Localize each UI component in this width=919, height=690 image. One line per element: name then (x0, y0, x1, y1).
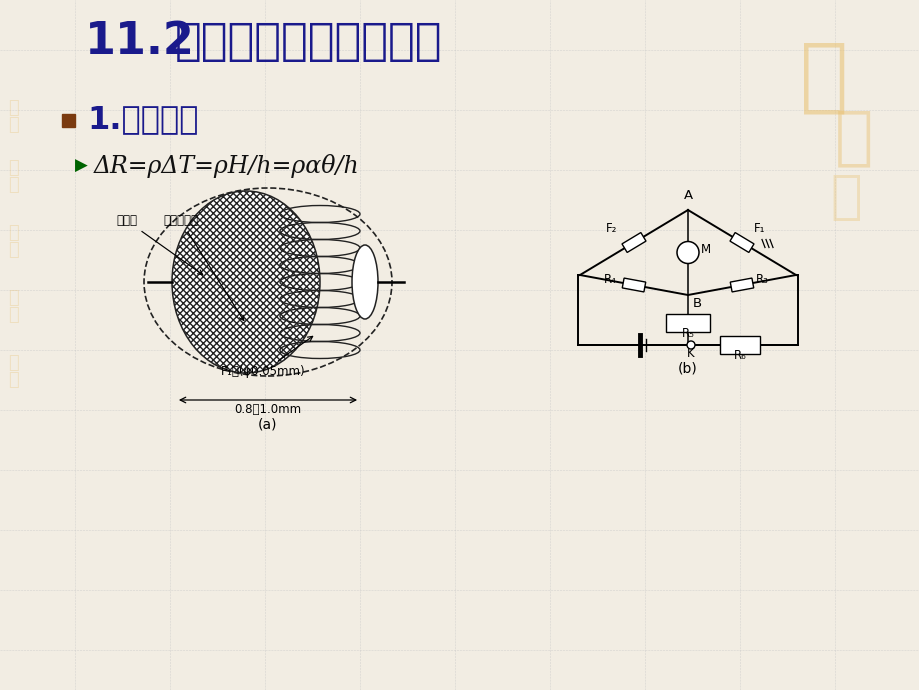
Text: B: B (692, 297, 701, 310)
Text: F₁: F₁ (754, 222, 765, 235)
Text: 11.2: 11.2 (85, 21, 195, 63)
Ellipse shape (676, 241, 698, 264)
Text: P₁丝(φ0.05mm): P₁丝(φ0.05mm) (221, 336, 312, 378)
Text: R₃: R₃ (754, 273, 767, 286)
Text: 青
稞: 青 稞 (8, 289, 18, 324)
Ellipse shape (172, 191, 320, 373)
Text: 催化物: 催化物 (116, 214, 202, 275)
Bar (62, 114, 75, 127)
Text: 0.8～1.0mm: 0.8～1.0mm (234, 403, 301, 416)
Text: M: M (700, 243, 710, 256)
Text: 氧化铝载体: 氧化铝载体 (163, 214, 244, 321)
Text: 接触燃烧式气敏传感器: 接触燃烧式气敏传感器 (175, 21, 442, 63)
Text: ΔR=ρΔT=ρH/h=ραθ/h: ΔR=ρΔT=ρH/h=ραθ/h (94, 154, 359, 178)
Text: 青
稞: 青 稞 (8, 224, 18, 259)
Text: F₂: F₂ (606, 222, 617, 235)
FancyBboxPatch shape (621, 278, 645, 292)
Text: R₅: R₅ (681, 327, 694, 340)
Text: K: K (686, 347, 694, 360)
Text: ▶: ▶ (75, 157, 87, 175)
Text: R₆: R₆ (732, 349, 745, 362)
Text: 1.结构原理: 1.结构原理 (87, 104, 199, 135)
Ellipse shape (352, 245, 378, 319)
Text: (a): (a) (258, 418, 278, 432)
Text: 青
稞: 青 稞 (8, 159, 18, 194)
Text: 青
稞: 青 稞 (8, 355, 18, 389)
Text: 稞: 稞 (834, 106, 872, 168)
Text: 青: 青 (800, 39, 847, 117)
Text: A: A (683, 189, 692, 202)
FancyBboxPatch shape (621, 233, 645, 253)
Text: 燔: 燔 (829, 171, 861, 223)
Ellipse shape (686, 341, 694, 349)
FancyBboxPatch shape (729, 233, 754, 253)
FancyBboxPatch shape (665, 314, 709, 332)
FancyBboxPatch shape (720, 336, 759, 354)
Text: (b): (b) (677, 362, 698, 376)
Text: 青
稞: 青 稞 (8, 99, 18, 134)
FancyBboxPatch shape (730, 278, 753, 292)
Text: R₄: R₄ (603, 273, 616, 286)
